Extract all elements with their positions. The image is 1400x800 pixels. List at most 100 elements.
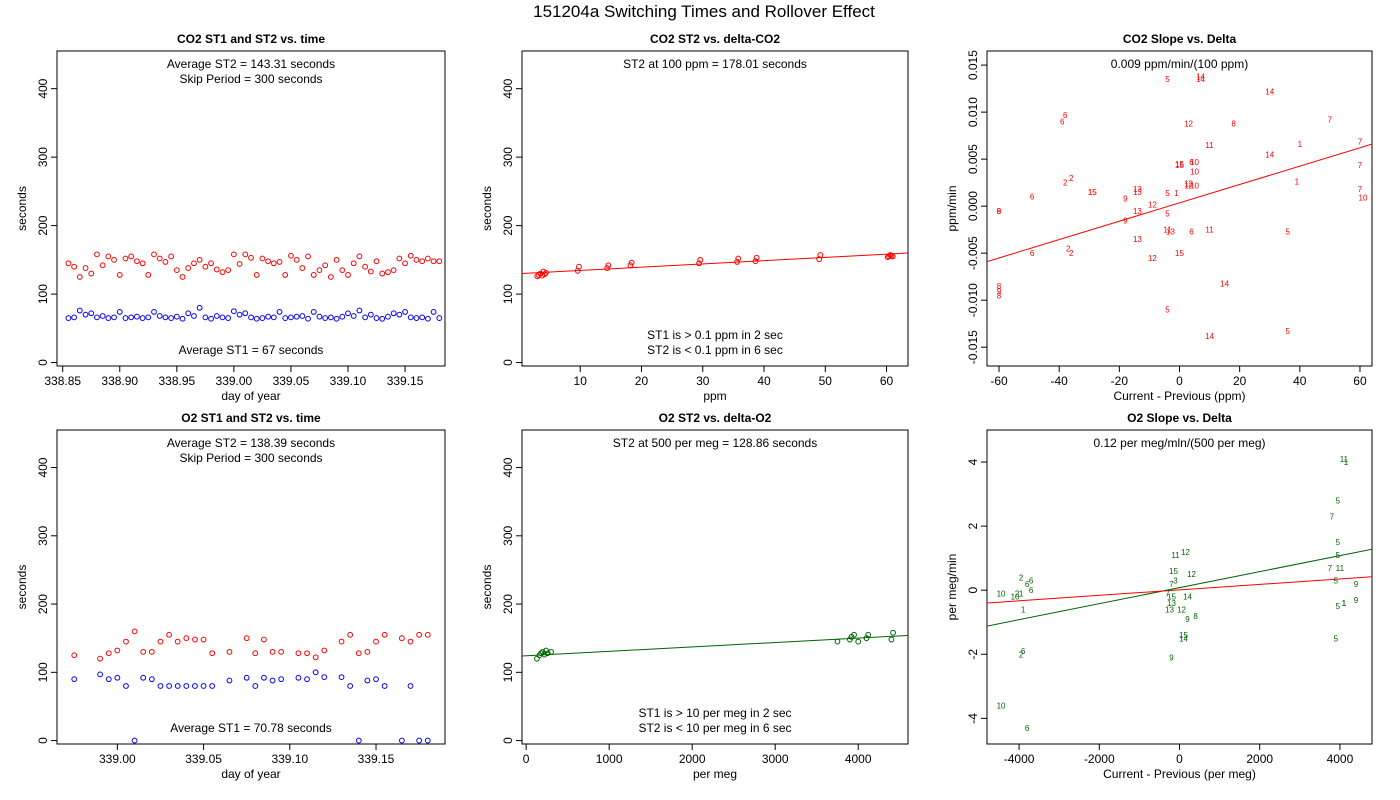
x-axis-label: day of year <box>221 389 280 403</box>
data-point-st1 <box>185 310 192 317</box>
data-point-st2 <box>213 266 220 273</box>
chart-annotation: Skip Period = 300 seconds <box>179 72 322 86</box>
x-tick-label: 338.90 <box>101 374 138 388</box>
data-point-st1 <box>419 314 426 321</box>
data-point-st1 <box>310 309 317 315</box>
data-point-st2 <box>355 650 362 657</box>
data-point-st1 <box>381 683 388 689</box>
data-point-st2 <box>252 650 259 657</box>
data-point-st2 <box>200 636 207 643</box>
data-point-st1 <box>299 313 306 319</box>
y-tick-label: 4 <box>966 458 980 465</box>
data-point-st1 <box>243 674 250 681</box>
data-point-label: 14 <box>1196 75 1205 84</box>
data-point-label: 14 <box>1183 593 1192 602</box>
data-point-label: 5 <box>1165 75 1170 84</box>
data-point-st1 <box>424 737 431 744</box>
data-point-label: 6 <box>1021 647 1026 656</box>
data-point-label: 7 <box>1358 185 1363 194</box>
data-point-st2 <box>248 254 254 261</box>
data-point-st1 <box>416 737 423 744</box>
data-point-label: 6 <box>1189 158 1194 167</box>
data-point-label: 2 <box>1019 573 1024 582</box>
data-point-label: 9 <box>1169 653 1174 662</box>
chart-annotation: Average ST2 = 138.39 seconds <box>167 436 335 450</box>
x-tick-label: 3000 <box>762 752 789 766</box>
chart-title: CO2 ST2 vs. delta-CO2 <box>650 32 780 46</box>
y-tick-label: -0.015 <box>966 330 980 364</box>
data-point-st2 <box>133 258 140 265</box>
data-point-st2 <box>367 268 374 275</box>
x-tick-label: 339.00 <box>99 752 136 766</box>
data-point-st2 <box>817 252 824 258</box>
data-point-label: 5 <box>1286 228 1291 237</box>
data-point-st2 <box>734 259 740 265</box>
data-point-st1 <box>122 315 129 321</box>
data-point-st2 <box>208 260 214 267</box>
data-point-st2 <box>373 638 379 645</box>
data-point-st2 <box>145 272 152 278</box>
data-point-label: 12 <box>1181 548 1190 557</box>
y-tick-label: 300 <box>36 525 50 545</box>
data-point-label: 13 <box>1166 228 1175 237</box>
data-point-st1 <box>312 669 319 676</box>
data-point-st1 <box>88 310 95 317</box>
data-point-st2 <box>333 256 340 263</box>
x-tick-label: 1000 <box>596 752 623 766</box>
y-axis-label: seconds <box>480 565 494 610</box>
x-tick-label: 339.10 <box>271 752 308 766</box>
data-point-label: 5 <box>1165 210 1170 219</box>
data-point-label: 5 <box>1286 327 1291 336</box>
data-point-st2 <box>128 253 135 260</box>
data-point-label: 7 <box>1328 116 1333 125</box>
data-point-st1 <box>252 683 259 689</box>
data-point-st2 <box>345 272 351 278</box>
data-point-label: 10 <box>997 702 1006 711</box>
y-tick-label: 100 <box>36 662 50 682</box>
data-point-st2 <box>166 631 172 638</box>
data-point-st1 <box>139 315 146 321</box>
data-point-label: 12 <box>1177 605 1186 614</box>
page-title: 151204a Switching Times and Rollover Eff… <box>533 2 875 21</box>
data-point-st2 <box>230 251 237 258</box>
data-point-st1 <box>355 737 362 744</box>
data-point-st2 <box>304 650 310 657</box>
data-point-label: 5 <box>1334 634 1339 643</box>
data-point-label: 12 <box>1184 181 1193 190</box>
data-point-st2 <box>407 252 414 259</box>
data-point-label: 9 <box>1185 615 1190 624</box>
data-point-label: 15 <box>1169 567 1178 576</box>
data-point-st2 <box>407 638 414 645</box>
data-point-label: 2 <box>1015 589 1020 598</box>
data-point-label: 11 <box>1340 455 1349 464</box>
y-tick-label: 100 <box>501 662 515 682</box>
data-point-label: 8 <box>1193 612 1198 621</box>
data-point-label: 10 <box>1190 158 1199 167</box>
data-point-st1 <box>379 315 386 322</box>
x-tick-label: 0 <box>1176 752 1183 766</box>
data-point-label: 13 <box>1133 185 1142 194</box>
data-point-st1 <box>202 314 209 321</box>
data-point-st2 <box>114 647 121 654</box>
data-point-label: 5 <box>1336 602 1341 611</box>
data-point-st2 <box>242 251 249 258</box>
data-point-st1 <box>356 307 363 314</box>
data-point-st2 <box>413 256 420 263</box>
x-tick-label: -20 <box>1111 374 1129 388</box>
data-point-st1 <box>94 314 100 321</box>
data-point-label: 8 <box>997 207 1002 216</box>
data-point-st2 <box>174 638 181 645</box>
data-point-label: 11 <box>1336 564 1345 573</box>
data-point-st2 <box>156 255 163 262</box>
data-point-st2 <box>196 256 203 263</box>
data-point-label: 2 <box>1066 244 1071 253</box>
data-point-label: 5 <box>1165 306 1170 315</box>
data-point-st2 <box>541 271 548 278</box>
data-point-st2 <box>259 255 266 262</box>
data-point-st1 <box>105 315 112 321</box>
data-point-st1 <box>339 313 346 320</box>
data-point-label: 1 <box>1019 589 1024 598</box>
data-point-st2 <box>82 265 89 271</box>
x-tick-label: 339.00 <box>216 374 253 388</box>
data-point-st1 <box>282 315 289 321</box>
